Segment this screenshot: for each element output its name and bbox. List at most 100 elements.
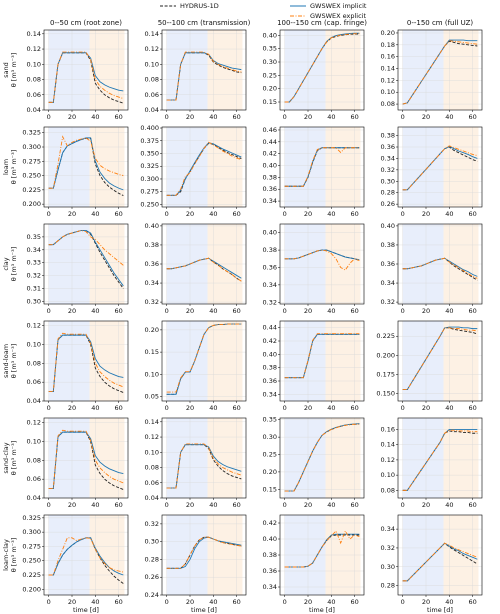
y-tick-label: 0.34 xyxy=(263,281,277,289)
axes-frame xyxy=(279,514,365,596)
phase-shading xyxy=(402,127,444,207)
legend-label: GWSWEX explicit xyxy=(310,12,366,20)
y-tick-label: 0.300 xyxy=(22,528,41,536)
y-tick-label: 0.34 xyxy=(263,583,277,591)
x-tick-label: 60 xyxy=(233,210,241,218)
y-tick-label: 0.30 xyxy=(27,297,41,305)
x-tick-label: 40 xyxy=(327,598,335,606)
y-tick-label: 0.10 xyxy=(27,60,41,68)
y-tick-label: 0.08 xyxy=(145,464,159,472)
y-tick-label: 0.38 xyxy=(381,132,395,140)
y-tick-label: 0.36 xyxy=(145,260,159,268)
panel: 0.05 0.10 0.15 0.20 0 20 40 60 xyxy=(145,320,247,412)
y-tick-label: 0.300 xyxy=(22,143,41,151)
y-tick-label: 0.38 xyxy=(381,241,395,249)
x-tick-label: 0 xyxy=(47,404,51,412)
panel: 0.04 0.06 0.08 0.10 0.12 0.14 0 20 40 60 50--100 c… xyxy=(145,19,251,121)
panel: 0.200 0.225 0.250 0.275 0.300 0.325 0 20 40 60 loa… xyxy=(2,514,129,614)
axes-frame xyxy=(43,320,129,402)
x-tick-label: 40 xyxy=(91,501,99,509)
x-tick-label: 20 xyxy=(304,598,312,606)
panel: 0.04 0.06 0.08 0.10 0.12 0.14 0 20 40 60 0--50 cm … xyxy=(2,19,129,121)
series-line xyxy=(402,542,478,582)
x-tick-label: 60 xyxy=(351,307,359,315)
y-tick-label: 0.40 xyxy=(263,31,277,39)
phase-shading xyxy=(89,321,125,401)
panel: 0.150 0.175 0.200 0.225 0 20 40 60 xyxy=(376,320,483,412)
y-tick-label: 0.32 xyxy=(263,298,277,306)
phase-shading xyxy=(89,127,125,207)
x-tick-label: 0 xyxy=(283,598,287,606)
axes-frame xyxy=(161,417,247,499)
x-tick-label: 40 xyxy=(209,210,217,218)
x-tick-label: 0 xyxy=(165,404,169,412)
y-tick-label: 0.14 xyxy=(381,441,395,449)
panel: 0.08 0.10 0.12 0.14 0.16 0.18 0.20 0 20 40 60 0--15… xyxy=(381,19,483,121)
x-tick-label: 0 xyxy=(165,598,169,606)
series-line xyxy=(402,327,478,391)
y-axis-label: θ [m³ m⁻³] xyxy=(10,344,18,379)
y-axis-label: θ [m³ m⁻³] xyxy=(10,53,18,88)
y-tick-label: 0.12 xyxy=(145,45,159,53)
y-tick-label: 0.06 xyxy=(27,378,41,386)
phase-shading xyxy=(402,418,444,498)
phase-shading xyxy=(48,321,90,401)
x-tick-label: 20 xyxy=(186,210,194,218)
x-tick-label: 20 xyxy=(304,404,312,412)
x-tick-label: 0 xyxy=(165,113,169,121)
axes-frame xyxy=(43,223,129,305)
axes-frame xyxy=(161,126,247,208)
y-tick-label: 0.325 xyxy=(22,129,41,137)
legend-label: HYDRUS-1D xyxy=(180,2,219,10)
y-tick-label: 0.04 xyxy=(27,106,41,114)
y-tick-label: 0.32 xyxy=(27,272,41,280)
y-tick-label: 0.28 xyxy=(381,189,395,197)
y-tick-label: 0.34 xyxy=(381,279,395,287)
y-tick-label: 0.33 xyxy=(27,259,41,267)
x-tick-label: 60 xyxy=(115,307,123,315)
panel: 0.200 0.225 0.250 0.275 0.300 0.325 0 20 40 60 loa… xyxy=(2,126,129,218)
y-tick-label: 0.14 xyxy=(381,65,395,73)
series-line xyxy=(402,145,478,191)
y-tick-label: 0.26 xyxy=(381,200,395,208)
phase-shading xyxy=(284,127,326,207)
series-line xyxy=(284,423,360,492)
x-tick-label: 20 xyxy=(422,113,430,121)
y-axis-label: θ [m³ m⁻³] xyxy=(10,441,18,476)
x-tick-label: 60 xyxy=(351,210,359,218)
y-tick-label: 0.12 xyxy=(381,456,395,464)
y-tick-label: 0.35 xyxy=(263,416,277,424)
series-line xyxy=(402,257,478,277)
series-line xyxy=(284,333,360,379)
x-tick-label: 60 xyxy=(469,113,477,121)
x-tick-label: 40 xyxy=(209,598,217,606)
y-tick-label: 0.36 xyxy=(263,567,277,575)
phase-shading xyxy=(166,30,208,110)
phase-shading xyxy=(207,30,243,110)
axes-frame xyxy=(43,514,129,596)
phase-shading xyxy=(284,321,326,401)
y-tick-label: 0.42 xyxy=(263,150,277,158)
y-tick-label: 0.44 xyxy=(263,324,277,332)
y-tick-label: 0.06 xyxy=(27,91,41,99)
x-tick-label: 60 xyxy=(233,307,241,315)
x-tick-label: 0 xyxy=(47,113,51,121)
y-tick-label: 0.10 xyxy=(27,341,41,349)
y-tick-label: 0.325 xyxy=(22,514,41,522)
x-tick-label: 0 xyxy=(47,501,51,509)
y-tick-label: 0.225 xyxy=(22,571,41,579)
x-tick-label: 20 xyxy=(186,307,194,315)
column-title: 0--150 cm (full UZ) xyxy=(407,19,474,27)
y-tick-label: 0.35 xyxy=(27,233,41,241)
y-tick-label: 0.12 xyxy=(27,322,41,330)
column-title: 0--50 cm (root zone) xyxy=(50,19,122,27)
y-tick-label: 0.34 xyxy=(145,279,159,287)
y-tick-label: 0.40 xyxy=(263,535,277,543)
series-line xyxy=(284,333,360,379)
x-tick-label: 20 xyxy=(68,307,76,315)
y-tick-label: 0.15 xyxy=(263,485,277,493)
y-tick-label: 0.20 xyxy=(263,85,277,93)
series-line xyxy=(166,536,242,569)
x-tick-label: 20 xyxy=(68,404,76,412)
y-tick-label: 0.38 xyxy=(263,246,277,254)
